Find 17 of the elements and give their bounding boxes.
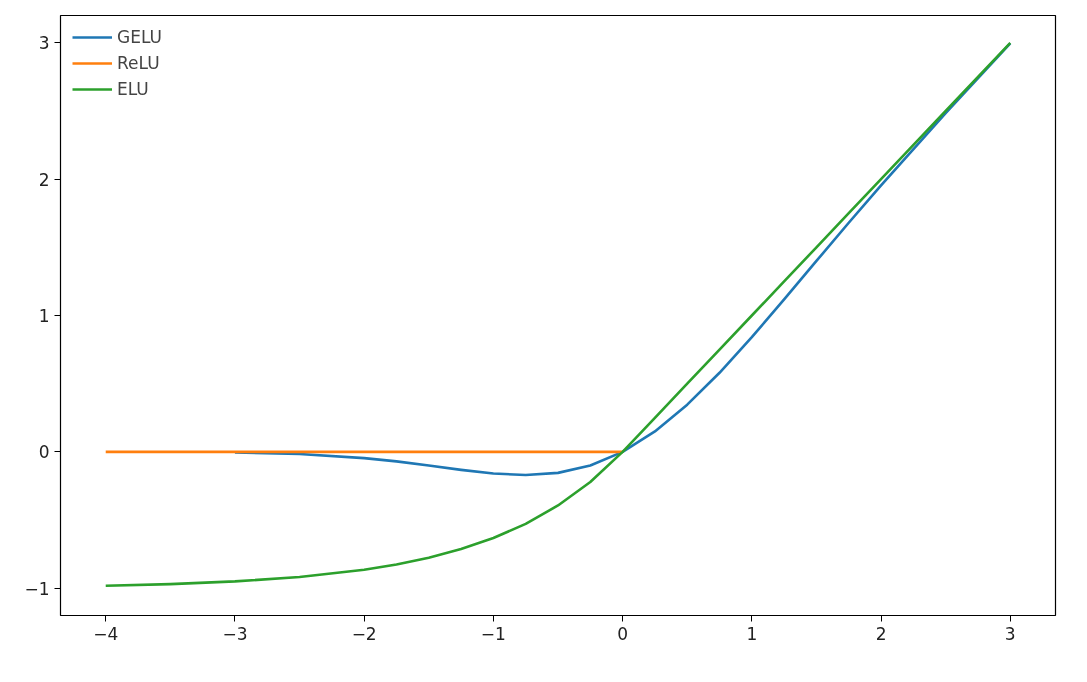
y-tick-label: 2	[38, 169, 50, 190]
x-tick-label: 3	[1004, 623, 1016, 644]
y-tick-label: 3	[38, 33, 50, 54]
x-tick-label: −1	[480, 623, 506, 644]
x-tick-label: −4	[93, 623, 119, 644]
y-tick-label: −1	[24, 578, 50, 599]
x-tick-label: −3	[222, 623, 248, 644]
x-tick-label: 2	[875, 623, 887, 644]
legend-label: ReLU	[117, 53, 160, 73]
y-tick-label: 1	[38, 306, 50, 326]
x-tick-label: 1	[746, 623, 758, 644]
y-tick-label: 0	[38, 442, 50, 463]
line-series	[104, 41, 1012, 588]
legend-label: GELU	[117, 27, 162, 47]
x-tick-label: 0	[617, 623, 629, 644]
legend-label: ELU	[117, 79, 149, 99]
x-tick-label: −2	[351, 623, 377, 644]
